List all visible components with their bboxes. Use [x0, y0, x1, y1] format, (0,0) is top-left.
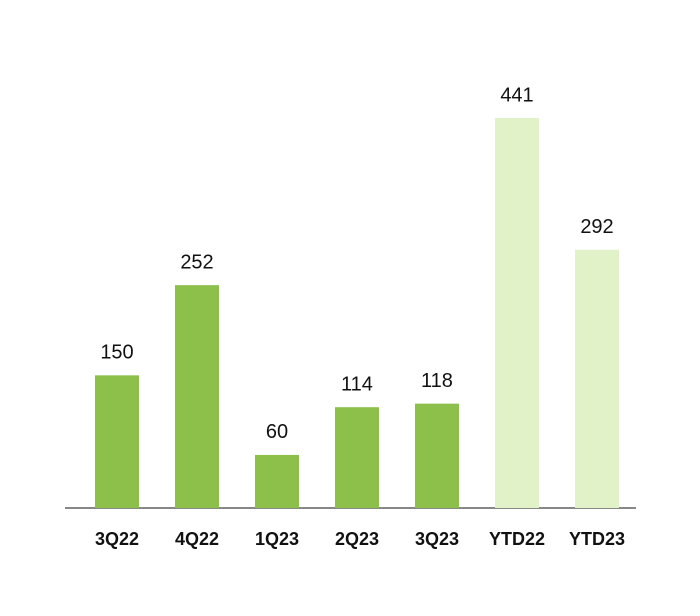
x-tick-label: 4Q22	[175, 529, 219, 549]
x-tick-label: 1Q23	[255, 529, 299, 549]
value-label: 441	[500, 84, 533, 106]
bar	[255, 454, 299, 508]
bar	[575, 249, 619, 508]
x-tick-label: YTD23	[569, 529, 625, 549]
value-label: 150	[100, 342, 133, 364]
x-tick-label: YTD22	[489, 529, 545, 549]
value-label: 114	[341, 373, 373, 395]
value-label: 118	[421, 370, 453, 392]
bar	[335, 407, 379, 508]
value-label: 292	[580, 216, 613, 238]
bar	[495, 118, 539, 508]
value-label: 60	[266, 421, 288, 443]
bar	[175, 285, 219, 508]
x-tick-label: 3Q23	[415, 529, 459, 549]
bar	[95, 375, 139, 508]
value-label: 252	[180, 251, 213, 273]
x-tick-label: 2Q23	[335, 529, 379, 549]
bar	[415, 403, 459, 508]
x-tick-label: 3Q22	[95, 529, 139, 549]
